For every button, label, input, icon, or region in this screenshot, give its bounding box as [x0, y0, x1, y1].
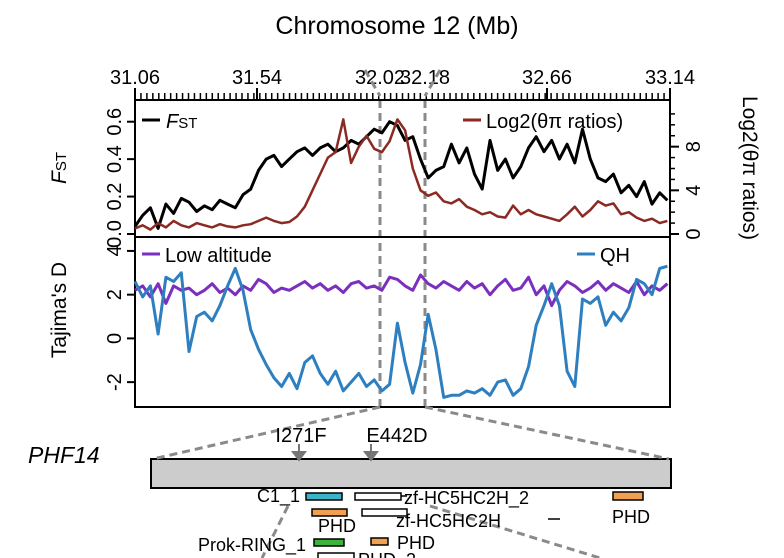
domains: C1_1 zf-HC5HC2H_2 PHD zf-HC5HC2H PHD Pro… — [198, 486, 650, 558]
gene-name: PHF14 — [28, 442, 100, 468]
fst-left-axis: 0.0 0.2 0.4 0.6 — [104, 108, 135, 248]
domain-phd-3 — [370, 537, 389, 546]
fst-right-tick-label: 0 — [683, 228, 705, 239]
domain-phd-2-label: PHD — [612, 507, 650, 527]
domain-phd-1-label: PHD — [318, 516, 356, 536]
tajima-series-line-0 — [134, 273, 669, 308]
fst-left-tick-label: 0.2 — [104, 183, 126, 211]
tajima-legend-low-label: Low altitude — [165, 245, 272, 267]
fst-series-line-0 — [133, 120, 669, 230]
fst-left-tick-label: 0.6 — [104, 108, 126, 136]
top-tick-label: 31.54 — [232, 67, 282, 89]
domain-zf-hc5hc2h — [361, 508, 408, 517]
fst-left-axis-label: FST — [48, 152, 71, 184]
top-tick-label: 31.06 — [110, 67, 160, 89]
tajima-legend-qh-label: QH — [600, 245, 630, 267]
tajima-legend-qh: QH — [577, 245, 630, 267]
domain-zf-hc5hc2h-2 — [354, 492, 402, 501]
mutation-i271f: I271F — [275, 425, 326, 447]
guide-right-top — [423, 69, 442, 97]
fst-series-line-1 — [134, 118, 668, 231]
domain-prok-ring-1 — [313, 538, 345, 547]
tajima-series-line-1 — [133, 264, 668, 399]
fst-right-axis-label: Log2(θπ ratios) — [738, 96, 761, 240]
fst-legend-red: Log2(θπ ratios) — [463, 111, 623, 133]
zoom-lines — [152, 405, 670, 558]
fst-right-tick-label: 8 — [683, 141, 705, 152]
top-tick-label: 33.14 — [645, 67, 695, 89]
guide-lines — [363, 69, 442, 407]
mutation-arrow-1 — [291, 444, 307, 462]
chart-title: Chromosome 12 (Mb) — [275, 12, 518, 40]
top-tick-label: 32.18 — [400, 67, 450, 89]
domain-phd-2b — [317, 552, 355, 558]
gene-body — [150, 458, 672, 489]
domain-phd-2 — [612, 491, 644, 501]
fst-legend-red-label: Log2(θπ ratios) — [486, 111, 623, 133]
tajima-series — [133, 264, 669, 399]
domain-phd-3-label: PHD — [397, 533, 435, 553]
domain-phd-2b-label: PHD_2 — [358, 550, 416, 558]
tajima-tick-label: 2 — [104, 289, 126, 300]
fst-legend-black: FST — [142, 111, 197, 133]
fst-right-axis: 0 4 8 — [670, 113, 705, 240]
tajima-panel-frame — [134, 236, 671, 408]
tajima-tick-label: -2 — [104, 373, 126, 391]
domain-c1-1 — [305, 492, 343, 501]
tajima-tick-label: 4 — [104, 245, 126, 256]
fst-right-tick-label: 4 — [683, 185, 705, 196]
fst-series — [133, 118, 669, 231]
top-tick-label: 32.02 — [355, 67, 405, 89]
mutation-arrow-2 — [363, 444, 379, 462]
fst-legend-main: F — [166, 111, 180, 133]
top-tick-label: 32.66 — [522, 67, 572, 89]
tajima-axis-label: Tajima's D — [48, 262, 71, 358]
tajima-tick-label: 0 — [104, 333, 126, 344]
fst-label-main: F — [48, 170, 71, 184]
fst-label-sub: ST — [53, 152, 70, 171]
fst-legend-sub: ST — [178, 115, 197, 132]
mutation-e442d: E442D — [366, 425, 427, 447]
svg-text:FST: FST — [166, 111, 197, 133]
tajima-left-axis: -2 0 2 4 — [104, 245, 135, 391]
fst-left-tick-label: 0.0 — [104, 220, 126, 248]
fst-left-tick-label: 0.4 — [104, 145, 126, 173]
domain-zf-hc5hc2h-label: zf-HC5HC2H — [396, 511, 501, 531]
domain-zf-hc5hc2h-2-label: zf-HC5HC2H_2 — [404, 488, 529, 509]
domain-phd-1 — [311, 508, 348, 517]
tajima-legend-low: Low altitude — [142, 245, 272, 267]
domain-c1-1-label: C1_1 — [257, 486, 300, 507]
guide-left-top — [363, 69, 382, 97]
domain-prok-ring-1-label: Prok-RING_1 — [198, 535, 306, 556]
